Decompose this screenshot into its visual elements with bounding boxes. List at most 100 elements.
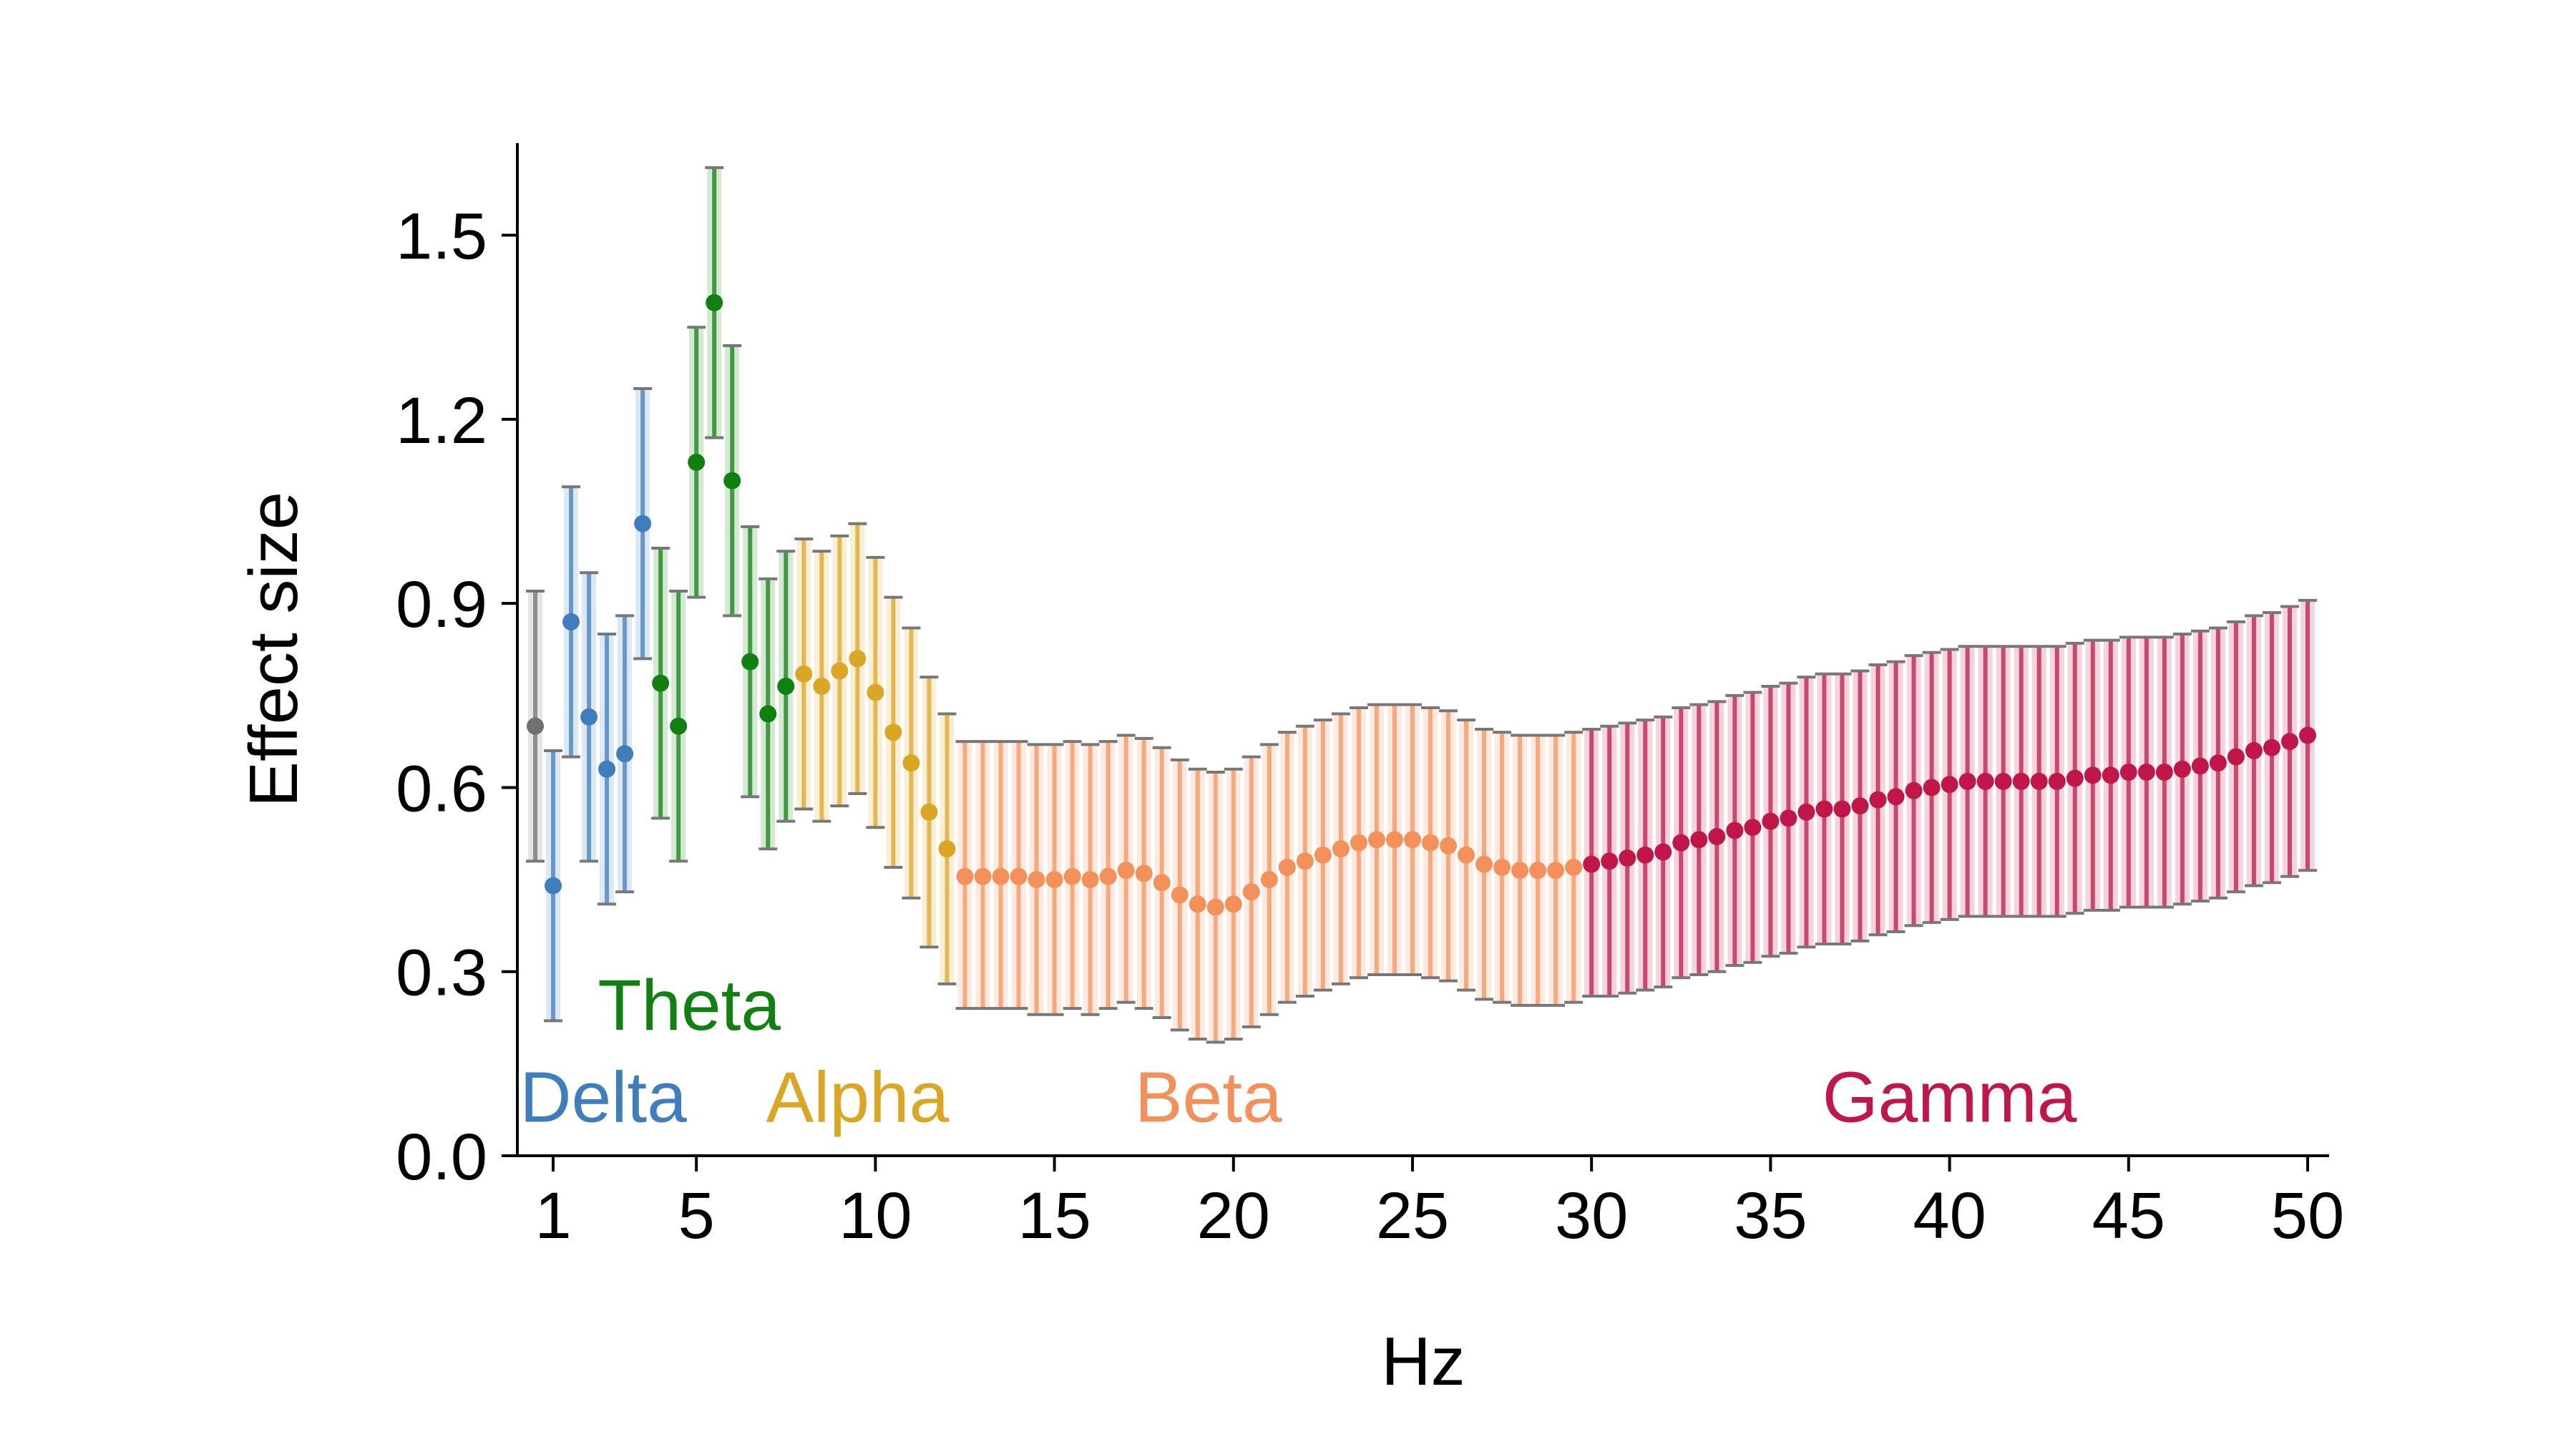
data-point (1314, 846, 1332, 864)
x-tick-label: 10 (839, 1179, 912, 1252)
data-point (1815, 800, 1833, 818)
data-point (2173, 760, 2191, 778)
data-point (1744, 819, 1762, 837)
y-tick-label: 0.0 (396, 1121, 487, 1194)
data-point (1153, 874, 1171, 892)
data-point (1081, 871, 1099, 889)
data-point (1529, 862, 1547, 880)
data-point (2209, 754, 2227, 772)
data-point (545, 877, 562, 895)
data-point (2155, 764, 2173, 781)
data-point (2084, 766, 2102, 784)
data-point (849, 650, 867, 668)
data-point (1278, 858, 1296, 876)
data-point (1242, 883, 1260, 901)
data-point (2030, 772, 2048, 790)
data-point (1869, 791, 1887, 809)
data-point (1636, 846, 1654, 864)
data-point (1260, 871, 1278, 889)
data-point (1994, 772, 2012, 790)
data-point (2102, 766, 2119, 784)
data-point (1224, 895, 1242, 913)
data-point (2066, 769, 2084, 787)
band-label-delta: Delta (519, 1058, 687, 1138)
x-tick-label: 35 (1734, 1179, 1807, 1252)
band-labels-group: Delta Theta Alpha Beta Gamma (519, 965, 2077, 1138)
y-tick-label: 0.3 (396, 937, 487, 1010)
data-point (2191, 757, 2209, 775)
data-point (1923, 779, 1941, 796)
y-tick-label: 0.6 (396, 752, 487, 825)
data-point (920, 803, 938, 821)
data-point (580, 708, 598, 726)
data-point (688, 453, 706, 471)
data-point (1385, 831, 1403, 849)
data-point (562, 613, 580, 630)
band-label-theta: Theta (597, 965, 781, 1046)
data-point (1851, 797, 1869, 815)
data-point (652, 674, 670, 692)
data-point (813, 677, 831, 695)
data-point (634, 515, 652, 532)
data-point (795, 665, 813, 683)
data-point (527, 717, 545, 735)
data-point (2119, 764, 2137, 781)
data-point (2012, 772, 2030, 790)
data-point (1422, 834, 1440, 852)
data-point (938, 840, 956, 858)
data-point (1332, 840, 1350, 858)
data-point (1619, 849, 1636, 867)
data-point (1941, 776, 1958, 794)
data-point (1475, 855, 1493, 873)
data-point (1099, 867, 1117, 885)
band-label-alpha: Alpha (766, 1058, 949, 1138)
x-tick-label: 30 (1555, 1179, 1628, 1252)
data-point (902, 754, 920, 772)
data-point (1440, 837, 1458, 854)
data-point (777, 677, 795, 695)
data-point (741, 653, 759, 671)
data-point (2137, 764, 2155, 781)
data-point (1296, 852, 1314, 870)
y-axis-label: Effect size (235, 492, 312, 807)
ticks-group: 1 5 10 15 20 25 30 35 40 45 500.00.30.60.91.21.5 (396, 200, 2344, 1252)
x-tick-label: 15 (1018, 1179, 1091, 1252)
x-tick-label: 40 (1913, 1179, 1986, 1252)
x-axis-label: Hz (1381, 1323, 1465, 1400)
data-point (1206, 898, 1224, 916)
data-point (1887, 788, 1905, 806)
data-point (1565, 858, 1583, 876)
data-point (956, 867, 974, 885)
y-tick-label: 1.5 (396, 200, 487, 273)
x-tick-label: 50 (2271, 1179, 2344, 1252)
data-point (1583, 855, 1601, 873)
data-point (2048, 772, 2066, 790)
data-point (1672, 834, 1690, 852)
axes-group (516, 143, 2329, 1157)
data-point (1511, 862, 1529, 880)
data-points-group (527, 293, 2316, 916)
data-point (831, 662, 849, 680)
data-point (1762, 812, 1780, 830)
data-point (759, 705, 777, 723)
data-point (867, 683, 884, 701)
data-point (1010, 867, 1028, 885)
data-point (616, 745, 634, 763)
data-point (1189, 895, 1206, 913)
data-point (1958, 772, 1976, 790)
data-point (1726, 822, 1744, 839)
data-point (1905, 781, 1923, 799)
x-tick-label: 20 (1197, 1179, 1270, 1252)
band-label-beta: Beta (1135, 1058, 1282, 1138)
data-point (992, 867, 1010, 885)
data-point (670, 717, 688, 735)
data-point (598, 760, 616, 778)
x-tick-label: 5 (678, 1179, 715, 1252)
data-point (1797, 803, 1815, 821)
data-point (1780, 809, 1797, 827)
data-point (2263, 739, 2280, 756)
data-point (1708, 828, 1726, 846)
